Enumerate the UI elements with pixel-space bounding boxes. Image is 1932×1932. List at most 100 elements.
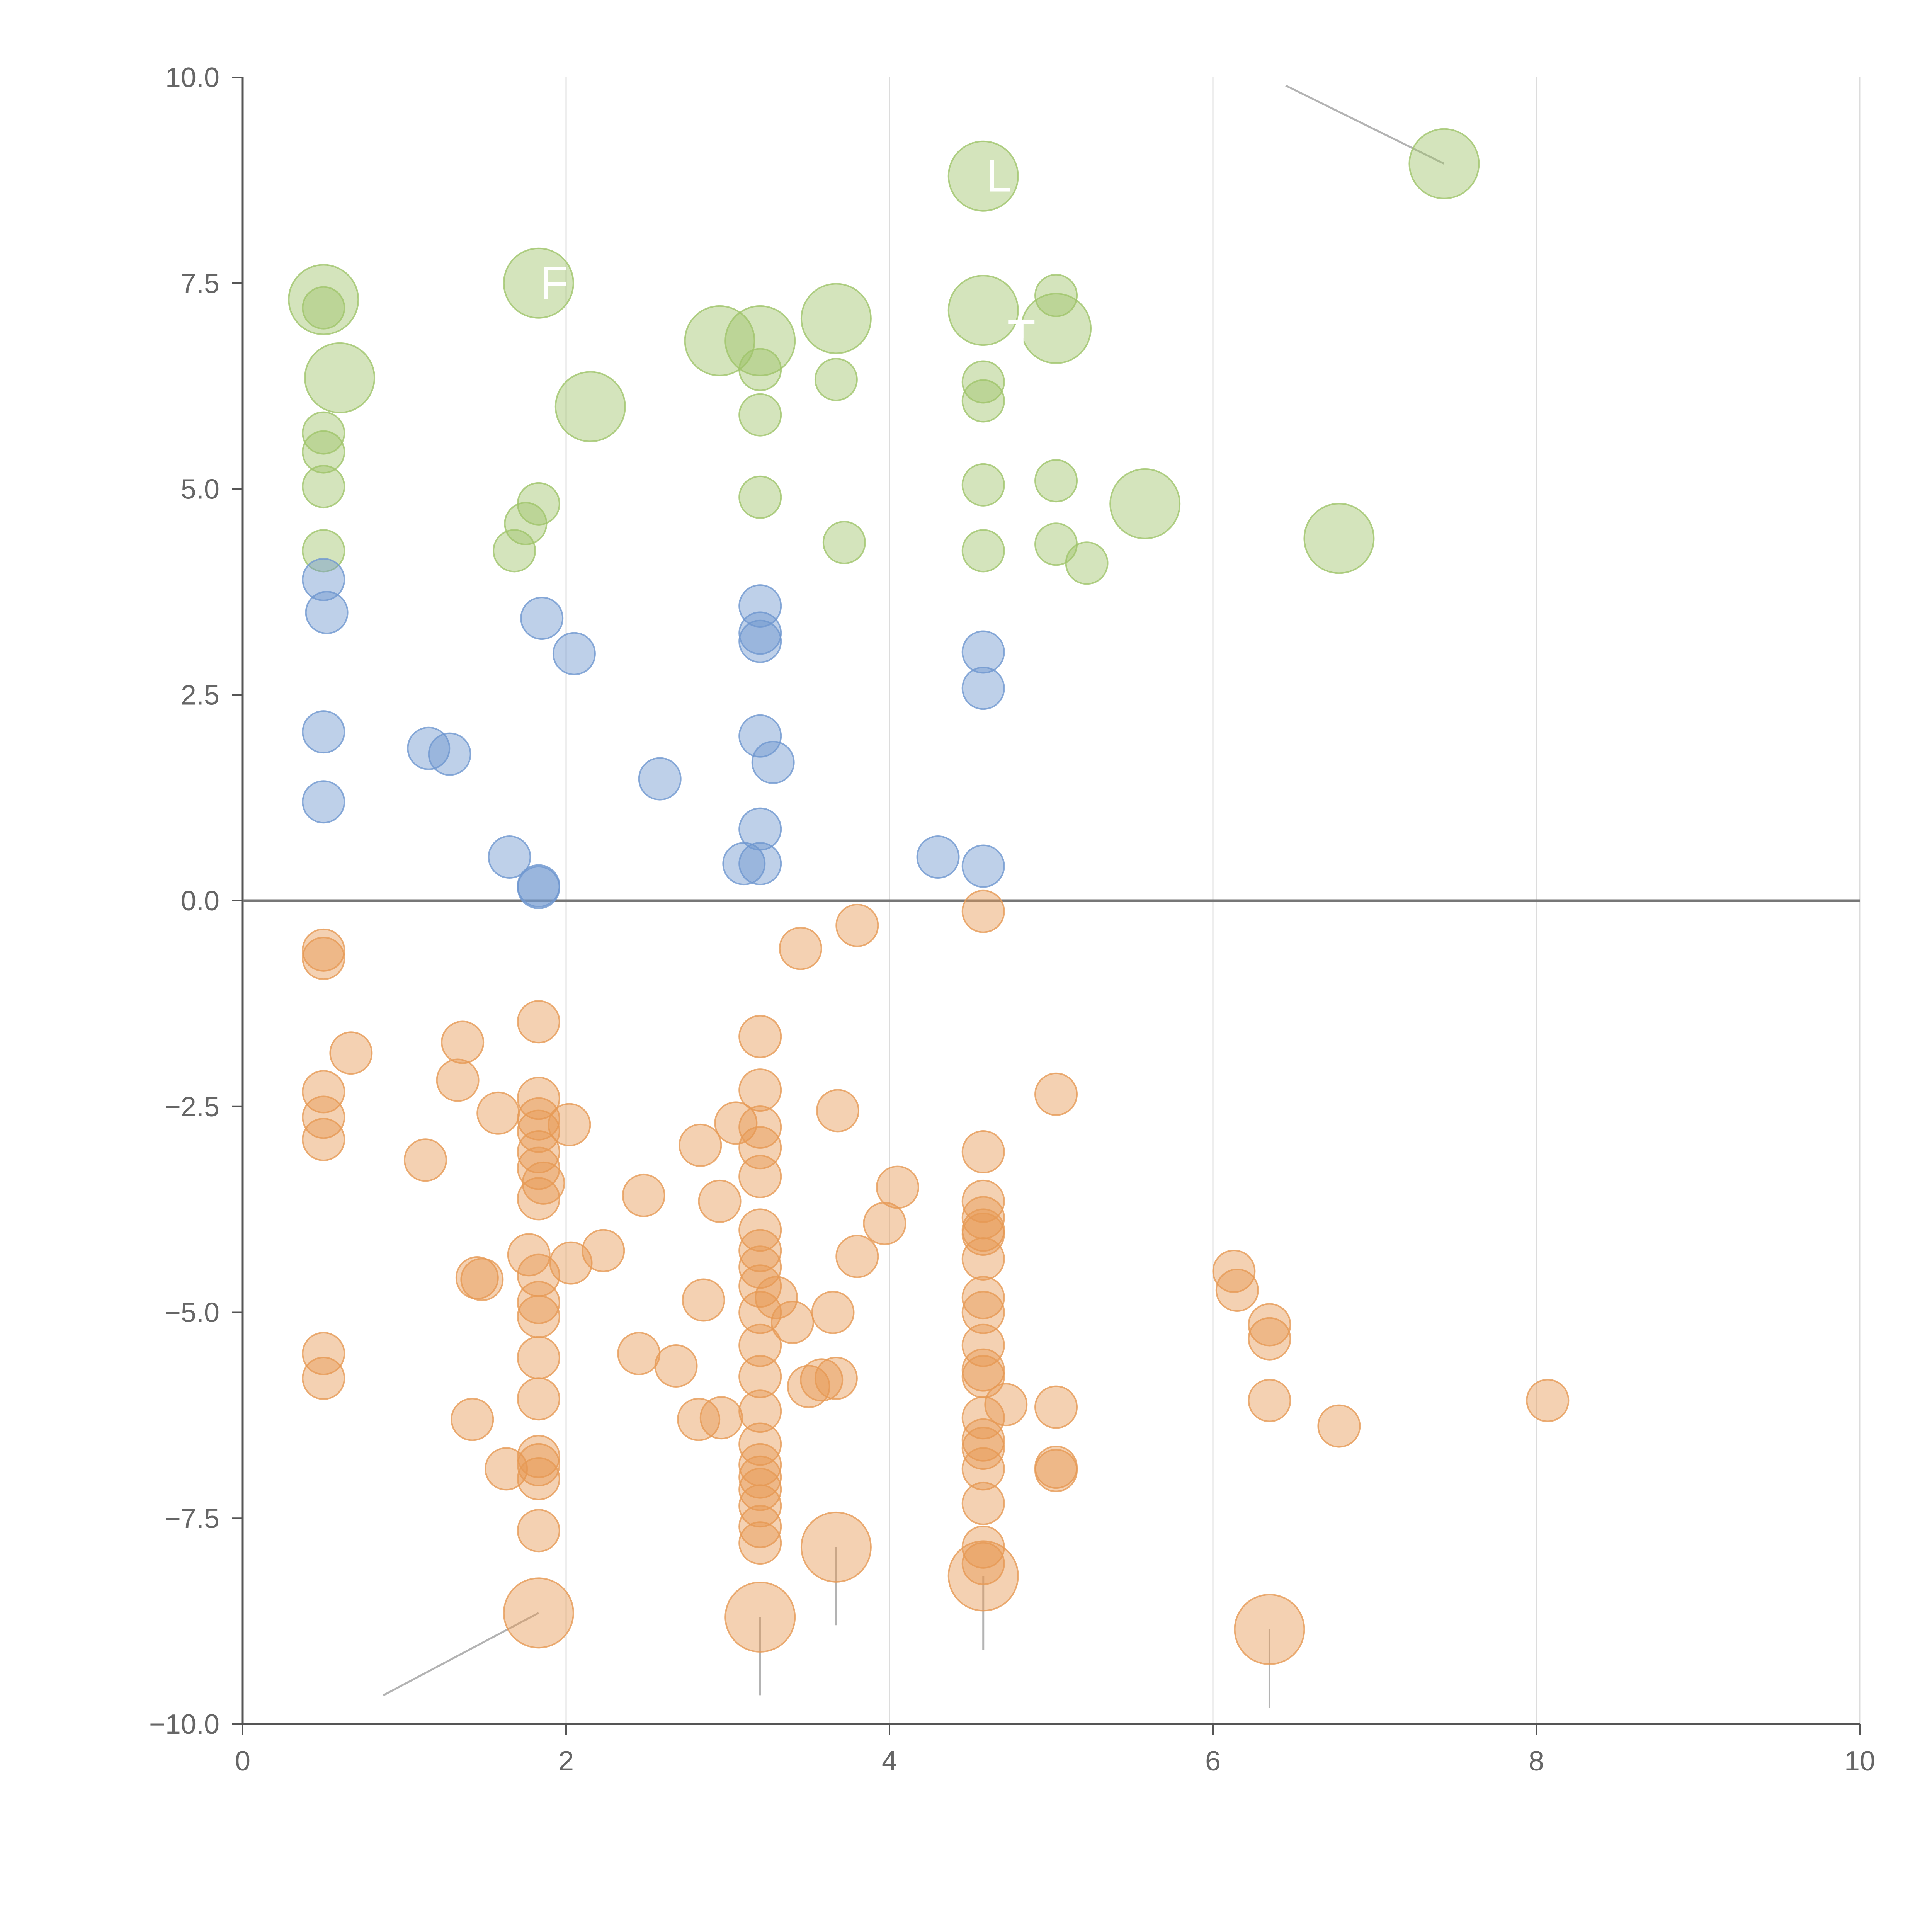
orange-bubble: [961, 1323, 1005, 1367]
orange-bubble: [770, 1301, 814, 1344]
orange-bubble: [517, 1000, 560, 1044]
orange-bubble: [441, 1020, 485, 1064]
blue-bubble: [638, 757, 682, 801]
orange-bubble: [779, 927, 822, 970]
green-bubble: [1109, 468, 1181, 539]
orange-bubble: [436, 1058, 480, 1102]
green-bubble: [302, 411, 345, 455]
bubble-label: F: [540, 257, 568, 309]
orange-bubble: [582, 1229, 625, 1272]
blue-bubble: [751, 740, 795, 784]
orange-bubble: [329, 1031, 373, 1075]
orange-bubble: [1034, 1072, 1078, 1116]
orange-bubble: [1248, 1303, 1291, 1347]
orange-bubble: [738, 1229, 782, 1272]
green-bubble: [554, 371, 626, 442]
orange-bubble: [961, 889, 1005, 933]
green-bubble: [1303, 503, 1375, 574]
orange-bubble: [787, 1365, 830, 1408]
green-bubble: [503, 247, 574, 319]
orange-bubble: [835, 1235, 879, 1278]
orange-bubble: [682, 1278, 725, 1322]
orange-bubble: [738, 1355, 782, 1398]
green-bubble: [961, 379, 1005, 423]
blue-bubble: [302, 780, 345, 824]
green-bubble: [822, 521, 866, 565]
y-tick-label: 0.0: [181, 886, 219, 917]
orange-bubble: [738, 1323, 782, 1367]
green-bubble: [504, 502, 548, 546]
orange-bubble: [617, 1332, 661, 1376]
y-tick-label: 5.0: [181, 474, 219, 505]
orange-bubble: [302, 1095, 345, 1139]
blue-bubble: [916, 835, 960, 879]
orange-bubble: [714, 1101, 758, 1145]
orange-bubble: [961, 1481, 1005, 1525]
orange-bubble: [1215, 1268, 1259, 1312]
x-tick-label: 10: [1844, 1746, 1875, 1777]
orange-bubble: [738, 1389, 782, 1433]
bubble-label: T: [1007, 310, 1036, 362]
orange-bubble: [460, 1258, 504, 1301]
orange-bubble: [1034, 1449, 1078, 1492]
orange-bubble: [961, 1276, 1005, 1320]
orange-bubble: [476, 1091, 520, 1135]
x-tick-label: 0: [235, 1746, 250, 1777]
orange-bubble: [1317, 1404, 1361, 1448]
green-bubble: [947, 275, 1019, 346]
orange-bubble: [517, 1295, 560, 1338]
orange-bubble: [517, 1281, 560, 1324]
green-bubble: [302, 286, 345, 330]
orange-bubble: [961, 1348, 1005, 1392]
orange-bubble: [549, 1241, 593, 1285]
green-bubble: [814, 358, 858, 401]
orange-bubble: [961, 1213, 1005, 1256]
green-bubble: [738, 348, 782, 391]
orange-bubble: [517, 1336, 560, 1379]
blue-bubble: [517, 866, 560, 909]
blue-bubble: [302, 558, 345, 601]
orange-bubble: [961, 1396, 1005, 1440]
orange-bubble: [679, 1123, 722, 1167]
orange-bubble: [800, 1358, 844, 1402]
bubble-label: L: [986, 150, 1012, 202]
orange-bubble: [302, 1070, 345, 1114]
orange-bubble: [517, 1377, 560, 1421]
orange-bubble: [302, 1117, 345, 1161]
orange-bubble: [835, 903, 879, 947]
orange-bubble: [485, 1447, 528, 1491]
y-tick-label: −5.0: [165, 1298, 219, 1328]
leader-line: [383, 1612, 539, 1696]
blue-bubble: [407, 726, 451, 770]
x-tick-label: 8: [1529, 1746, 1544, 1777]
blue-bubble: [738, 807, 782, 851]
orange-bubble: [738, 1521, 782, 1565]
orange-bubble: [455, 1256, 499, 1299]
orange-bubble: [503, 1577, 574, 1649]
green-bubble: [738, 475, 782, 519]
orange-bubble: [302, 1356, 345, 1400]
bubble-labels: L F T: [540, 150, 1036, 362]
green-bubble: [947, 140, 1019, 212]
leader-lines: [383, 85, 1445, 1708]
blue-bubble: [552, 632, 596, 675]
orange-bubble: [698, 1179, 742, 1223]
orange-bubble: [816, 1089, 860, 1133]
y-tick-label: 7.5: [181, 268, 219, 299]
green-bubble: [1408, 128, 1480, 199]
orange-bubble: [814, 1356, 858, 1400]
blue-bubble: [738, 584, 782, 628]
orange-bubble: [738, 1155, 782, 1198]
orange-bubble: [451, 1398, 494, 1441]
orange-bubble: [800, 1511, 872, 1583]
orange-bubble: [738, 1015, 782, 1058]
orange-bubble: [738, 1264, 782, 1308]
blue-bubble: [520, 597, 564, 640]
blue-bubble: [738, 842, 782, 886]
orange-bubble: [548, 1103, 591, 1146]
x-tick-label: 4: [882, 1746, 897, 1777]
orange-bubble: [876, 1165, 919, 1209]
orange-bubble: [517, 1443, 560, 1486]
orange-bubble: [961, 1447, 1005, 1491]
orange-bubble: [1234, 1594, 1305, 1665]
